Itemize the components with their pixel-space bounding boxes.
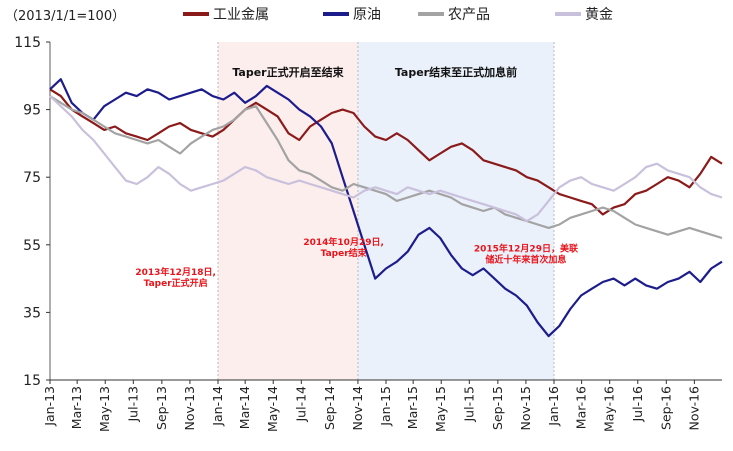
x-tick-label: Jan-16 [546, 386, 561, 427]
x-tick-label: Nov-15 [518, 386, 533, 430]
series-line-3 [49, 95, 723, 240]
series-line-2 [49, 78, 723, 338]
event-annotations: 2013年12月18日,Taper正式开启 2014年10月29日,Taper结束… [135, 236, 579, 289]
legend-label-1: 工业金属 [213, 7, 269, 23]
y-tick-label: 115 [14, 35, 41, 51]
annotation-2-line-2: Taper结束 [321, 247, 368, 259]
x-tick-label: Sep-16 [658, 386, 673, 430]
y-tick-label: 35 [23, 305, 41, 321]
legend-label-2: 原油 [353, 7, 381, 23]
x-tick-label: Sep-15 [490, 386, 505, 430]
legend-swatch-1 [183, 12, 209, 16]
x-tick-label: Nov-13 [182, 386, 197, 430]
y-axis-ticks: 15 35 55 75 95 115 [14, 35, 50, 389]
series-line-4 [49, 95, 723, 223]
shaded-period-2 [357, 42, 554, 380]
period-label-2: Taper结束至正式加息前 [395, 65, 517, 79]
legend: 工业金属 原油 农产品 黄金 [183, 6, 613, 23]
x-tick-label: Sep-13 [154, 386, 169, 430]
unit-note: （2013/1/1=100） [5, 9, 125, 24]
legend-label-4: 黄金 [585, 6, 613, 23]
y-tick-label: 95 [23, 103, 41, 119]
legend-swatch-4 [555, 12, 581, 16]
x-tick-label: Jul-15 [461, 386, 476, 423]
x-tick-label: Nov-16 [686, 386, 701, 431]
x-tick-label: May-14 [265, 386, 280, 432]
annotation-1-line-2: Taper正式开启 [144, 277, 208, 289]
annotation-2-line-1: 2014年10月29日, [303, 236, 384, 248]
annotation-3-line-2: 储近十年来首次加息 [485, 254, 566, 266]
x-tick-label: Jan-14 [210, 386, 225, 427]
x-tick-label: May-15 [433, 386, 448, 432]
x-tick-label: Mar-13 [69, 386, 84, 429]
x-tick-label: Mar-14 [237, 386, 252, 429]
x-tick-label: Mar-15 [405, 386, 420, 429]
x-tick-label: Jul-16 [630, 386, 645, 423]
x-tick-label: May-13 [97, 386, 112, 432]
shaded-period-1 [218, 42, 358, 380]
legend-swatch-3 [418, 12, 444, 16]
x-tick-label: Jul-13 [125, 386, 140, 423]
y-tick-label: 75 [23, 170, 41, 186]
y-tick-label: 15 [23, 373, 41, 389]
x-axis-ticks: Jan-13 Mar-13 May-13 Jul-13 Sep-13 Nov-13 Jan-… [42, 380, 701, 432]
y-tick-label: 55 [23, 238, 41, 254]
x-tick-label: May-16 [602, 386, 617, 432]
x-tick-label: Jan-15 [378, 386, 393, 427]
legend-label-3: 农产品 [448, 7, 490, 23]
period-label-1: Taper正式开启至结束 [232, 65, 344, 79]
annotation-1-line-1: 2013年12月18日, [135, 266, 216, 278]
x-tick-label: Jan-13 [42, 386, 57, 427]
x-tick-label: Sep-14 [322, 386, 337, 430]
legend-swatch-2 [323, 12, 349, 16]
x-tick-label: Mar-16 [574, 386, 589, 429]
series-lines [49, 78, 723, 338]
x-tick-label: Nov-14 [350, 386, 365, 431]
x-tick-label: Jul-14 [293, 386, 308, 423]
annotation-3-line-1: 2015年12月29日，美联 [474, 243, 579, 255]
